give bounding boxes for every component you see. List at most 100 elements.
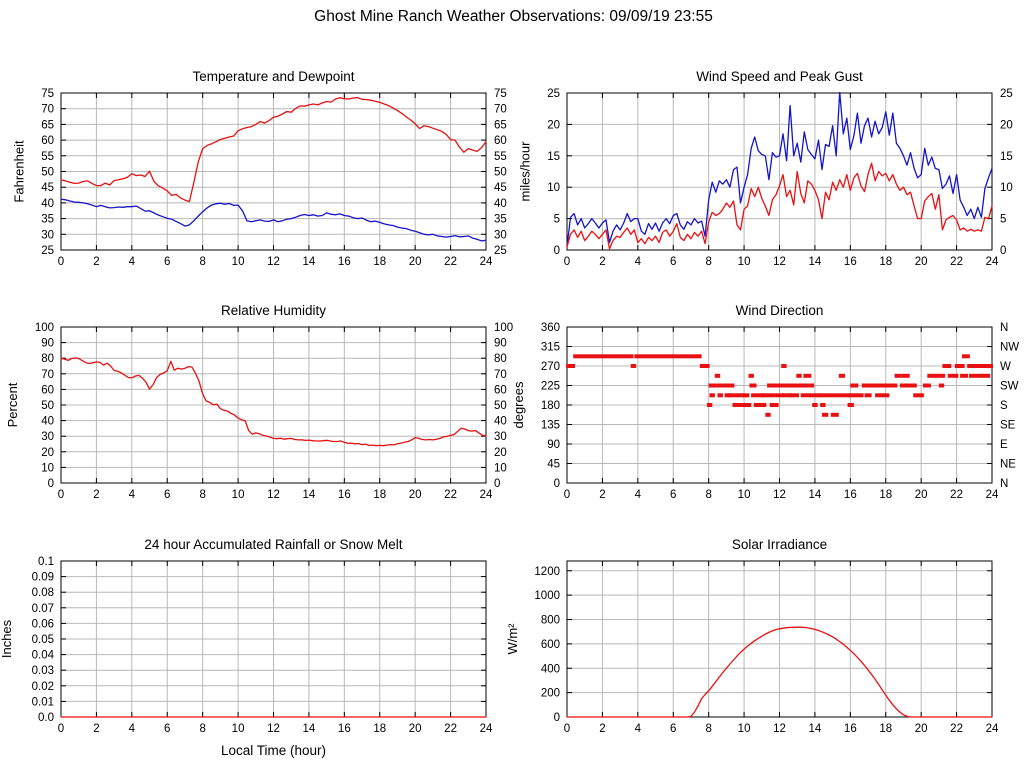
- series-wind-direction-run: [942, 364, 952, 368]
- x-tick-label: 22: [950, 723, 963, 735]
- series-group: [566, 354, 993, 417]
- x-tick-label: 20: [409, 489, 422, 501]
- x-tick-label: 2: [599, 256, 605, 268]
- x-tick-label: 10: [738, 489, 751, 501]
- series-wind-direction-run: [709, 393, 715, 398]
- x-tick-label: 12: [773, 723, 786, 735]
- x-tick-label: 12: [267, 723, 280, 735]
- right-tick-label: 20: [1000, 119, 1013, 131]
- chart-title: Relative Humidity: [221, 303, 326, 318]
- series-wind-direction-run: [947, 373, 959, 378]
- y-tick-label: 60: [41, 135, 54, 147]
- x-tick-label: 8: [705, 256, 711, 268]
- x-tick-label: 16: [844, 723, 857, 735]
- x-tick-label: 8: [199, 256, 205, 268]
- series-wind-direction-run: [822, 412, 829, 417]
- y-tick-label: 0: [48, 478, 54, 490]
- series-wind-direction-run: [716, 383, 728, 388]
- chart-rainfall: 0 2 4 6 8 10 12 14 16 18 20 22 240.00.010.020.030.04…: [0, 537, 493, 758]
- right-tick-label: SE: [1000, 420, 1016, 432]
- y-tick-label: 0.0: [38, 712, 54, 724]
- series-wind-direction-run: [961, 354, 970, 359]
- series-group: [566, 626, 993, 718]
- series-wind-direction-run: [724, 393, 730, 398]
- x-tick-label: 0: [564, 489, 570, 501]
- series-wind-direction-run: [748, 373, 754, 378]
- series-wind-direction-run: [760, 403, 767, 407]
- x-tick-label: 4: [129, 723, 136, 735]
- x-tick-label: 18: [879, 256, 892, 268]
- x-tick-label: 0: [564, 723, 570, 735]
- y-tick-label: 25: [547, 88, 560, 100]
- y-tick-label: 70: [41, 369, 54, 381]
- series-wind-direction-run: [761, 393, 775, 398]
- right-tick-label: 75: [494, 88, 507, 100]
- y-tick-label: 0: [554, 712, 560, 724]
- y-tick-label: 30: [41, 229, 54, 241]
- y-tick-label: 100: [35, 322, 54, 334]
- y-axis-label: degrees: [511, 381, 526, 428]
- y-tick-label: 315: [541, 342, 560, 354]
- y-tick-label: 10: [547, 182, 560, 194]
- x-tick-label: 20: [409, 256, 422, 268]
- y-axis-label: Inches: [0, 619, 14, 658]
- series-wind-direction-run: [784, 383, 792, 388]
- right-tick-label: 60: [494, 135, 507, 147]
- series-wind-direction-run: [790, 393, 799, 398]
- x-tick-label: 22: [444, 723, 457, 735]
- x-tick-label: 22: [950, 489, 963, 501]
- x-tick-label: 24: [986, 489, 999, 501]
- right-tick-label: 30: [494, 431, 507, 443]
- x-tick-label: 24: [986, 723, 999, 735]
- series-wind-direction-run: [876, 383, 889, 388]
- series-wind-direction-run: [981, 373, 991, 378]
- chart-title: Wind Direction: [736, 303, 824, 318]
- chart-title: Wind Speed and Peak Gust: [696, 69, 863, 84]
- series-wind-speed-line: [566, 162, 993, 250]
- series-wind-direction-run: [838, 373, 846, 378]
- series-wind-direction-run: [767, 383, 777, 388]
- series-wind-direction-run: [791, 383, 801, 388]
- y-tick-label: 25: [41, 245, 54, 257]
- right-tick-label: 10: [1000, 182, 1013, 194]
- x-tick-label: 2: [93, 256, 99, 268]
- y-tick-label: 20: [547, 119, 560, 131]
- series-wind-direction-run: [830, 412, 839, 417]
- y-tick-label: 50: [41, 167, 54, 179]
- right-tick-label: 30: [494, 229, 507, 241]
- chart-title: Temperature and Dewpoint: [192, 69, 354, 84]
- series-peak-gust-line: [566, 92, 993, 248]
- chart-wind-direction: 0 2 4 6 8 10 12 14 16 18 20 22 240459013518022527031…: [511, 303, 1019, 501]
- y-tick-label: 1200: [534, 566, 560, 578]
- y-tick-label: 0.02: [32, 681, 54, 693]
- series-wind-direction-run: [812, 403, 818, 407]
- series-wind-direction-run: [960, 373, 969, 378]
- x-tick-label: 14: [303, 256, 316, 268]
- series-wind-direction-run: [820, 403, 826, 407]
- x-tick-label: 4: [635, 723, 642, 735]
- x-tick-label: 20: [915, 256, 928, 268]
- series-wind-direction-run: [749, 383, 757, 388]
- series-wind-direction-run: [634, 354, 702, 359]
- series-wind-direction-run: [899, 383, 907, 388]
- y-tick-label: 45: [41, 182, 54, 194]
- x-tick-label: 10: [738, 723, 751, 735]
- chart-title: Solar Irradiance: [732, 537, 827, 552]
- right-tick-label: 40: [494, 416, 507, 428]
- x-tick-label: 14: [809, 256, 822, 268]
- x-tick-label: 16: [844, 256, 857, 268]
- x-tick-label: 12: [773, 489, 786, 501]
- right-tick-label: 65: [494, 119, 507, 131]
- y-tick-label: 0: [554, 245, 560, 257]
- series-wind-direction-run: [901, 373, 910, 378]
- x-tick-label: 14: [809, 489, 822, 501]
- x-tick-label: 18: [373, 489, 386, 501]
- series-relative-humidity-line: [60, 357, 487, 447]
- series-wind-direction-run: [753, 403, 762, 407]
- y-tick-label: 15: [547, 151, 560, 163]
- y-tick-label: 0.1: [38, 556, 54, 568]
- y-tick-label: 800: [541, 615, 560, 627]
- x-tick-label: 24: [986, 256, 999, 268]
- y-tick-label: 90: [547, 439, 560, 451]
